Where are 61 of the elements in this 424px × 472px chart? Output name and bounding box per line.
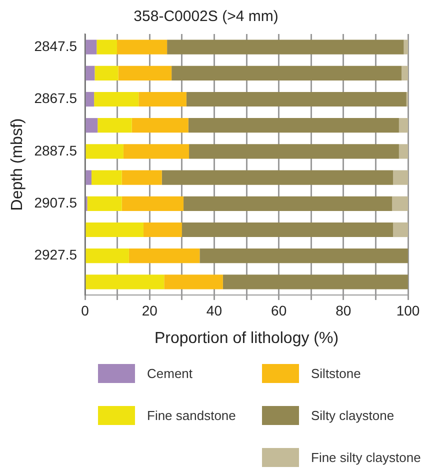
- y-tick-label: 2887.5: [34, 142, 78, 158]
- y-axis-title: Depth (mbsf): [9, 118, 26, 211]
- bar: [162, 170, 394, 185]
- bar: [86, 92, 94, 107]
- bar: [94, 92, 139, 107]
- bar: [128, 248, 200, 264]
- bar: [96, 40, 117, 54]
- bar: [143, 222, 182, 238]
- y-tick-label: 2907.5: [34, 194, 78, 211]
- bar: [402, 66, 408, 80]
- bar: [94, 66, 118, 80]
- bar: [222, 274, 408, 290]
- bar: [393, 170, 408, 185]
- bar: [91, 170, 122, 185]
- legend-label: Fine sandstone: [147, 408, 236, 422]
- bar: [86, 144, 124, 159]
- bar: [86, 66, 95, 80]
- bar: [122, 170, 162, 185]
- bar: [116, 40, 168, 54]
- legend-label: Silty claystone: [311, 408, 394, 422]
- bar: [184, 196, 392, 211]
- x-tick-label: 20: [142, 302, 158, 318]
- bar: [392, 196, 408, 211]
- legend-label: Fine silty claystone: [311, 450, 421, 464]
- x-tick-label: 0: [81, 302, 90, 318]
- bar: [188, 118, 399, 133]
- bar: [393, 222, 408, 238]
- bar: [167, 40, 404, 54]
- bar: [138, 92, 186, 107]
- bar: [123, 144, 190, 159]
- bar: [200, 248, 408, 264]
- legend-label: Cement: [147, 366, 193, 380]
- bar: [189, 144, 399, 159]
- bar: [86, 222, 144, 238]
- bar: [86, 170, 92, 185]
- x-tick-label: 40: [206, 302, 222, 318]
- chart-title: 358-C0002S (>4 mm): [134, 8, 278, 26]
- x-tick-label: 80: [336, 302, 352, 318]
- legend-label: Siltstone: [311, 366, 361, 380]
- bar: [86, 274, 164, 290]
- bar: [164, 274, 223, 290]
- bar: [122, 196, 184, 211]
- bar: [132, 118, 188, 133]
- bar: [86, 248, 129, 264]
- y-tick-label: 2927.5: [34, 246, 78, 263]
- bar: [87, 196, 122, 211]
- bar: [398, 144, 408, 159]
- bar: [86, 118, 98, 133]
- bar: [172, 66, 402, 80]
- bar: [118, 66, 172, 80]
- y-tick-label: 2847.5: [34, 38, 78, 54]
- bar: [182, 222, 394, 238]
- bar: [98, 118, 132, 133]
- x-tick-label: 60: [271, 302, 287, 318]
- x-tick-label: 100: [396, 302, 420, 318]
- bar: [398, 118, 408, 133]
- y-tick-label: 2867.5: [34, 90, 78, 106]
- bar: [404, 40, 408, 54]
- bar: [186, 92, 406, 107]
- x-axis-title: Proportion of lithology (%): [154, 330, 339, 347]
- bar: [86, 40, 97, 54]
